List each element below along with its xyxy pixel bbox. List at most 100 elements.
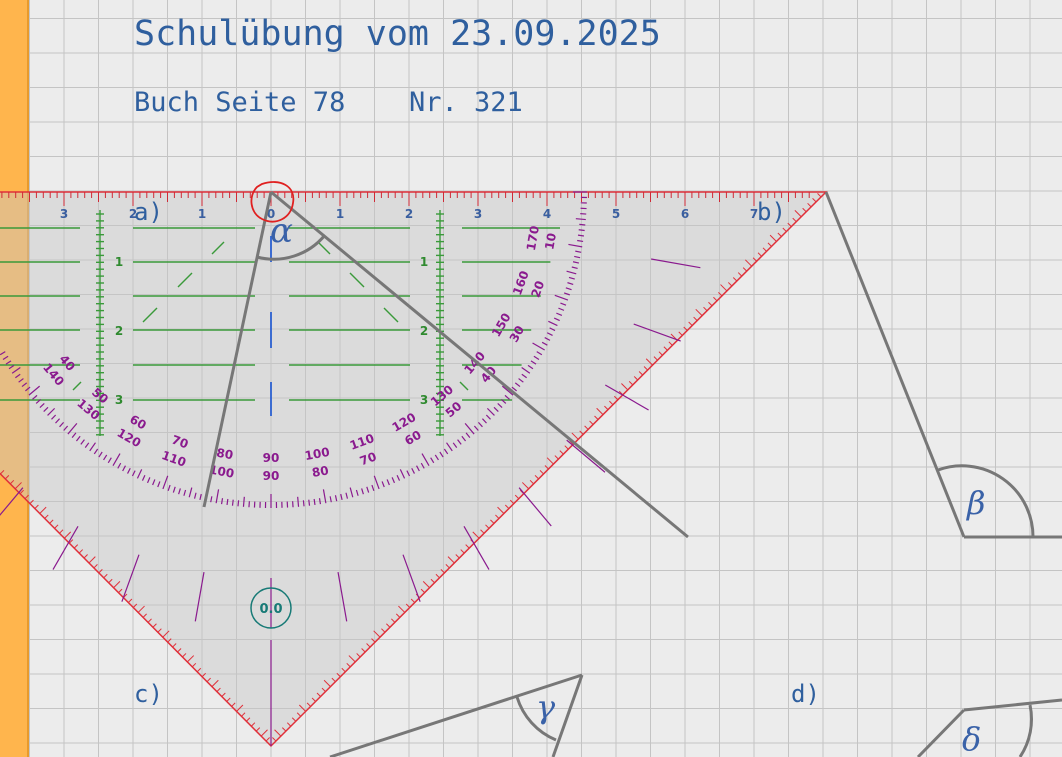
notebook-margin <box>0 0 29 757</box>
degree-tick <box>577 239 584 243</box>
degree-tick <box>501 385 514 396</box>
edge-tick <box>386 623 391 628</box>
degree-tick <box>477 421 483 428</box>
edge-tick <box>366 643 371 648</box>
degree-tick <box>59 421 65 428</box>
edge-tick <box>718 291 723 297</box>
degree-tick <box>67 422 78 435</box>
degree-label-inner: 170 <box>524 225 542 252</box>
degree-radial <box>463 525 490 570</box>
edge-tick <box>480 529 485 534</box>
edge-tick <box>584 425 589 430</box>
degree-tick <box>548 320 558 327</box>
vertical-scale-label: 2 <box>115 324 123 338</box>
degree-tick <box>554 294 569 301</box>
degree-tick <box>575 218 586 221</box>
gamma-leg-1 <box>329 673 583 757</box>
edge-tick <box>132 603 138 608</box>
edge-tick <box>504 504 510 509</box>
alpha-leg-2 <box>270 190 689 539</box>
edge-tick <box>216 687 221 692</box>
edge-tick <box>323 679 331 687</box>
edge-tick <box>621 383 629 391</box>
degree-tick <box>14 373 21 379</box>
edge-tick <box>589 420 594 425</box>
degree-tick <box>568 276 575 280</box>
cm-label: 5 <box>612 207 620 221</box>
edge-tick <box>172 643 177 648</box>
edge-tick <box>137 605 145 613</box>
alpha-symbol: α <box>270 211 293 251</box>
degree-tick <box>146 477 151 484</box>
degree-tick <box>514 382 521 388</box>
degree-tick <box>5 360 12 365</box>
edge-tick <box>420 588 425 594</box>
edge-tick <box>455 554 460 559</box>
degree-radial <box>566 439 606 473</box>
alpha-arc <box>256 234 327 261</box>
edge-tick <box>103 573 108 579</box>
degree-tick <box>210 496 213 503</box>
degree-tick <box>345 492 349 499</box>
edge-tick <box>221 692 226 697</box>
edge-tick <box>201 672 207 678</box>
degree-tick <box>231 499 234 506</box>
edge-tick <box>613 395 619 401</box>
edge-tick <box>348 655 356 663</box>
edge-tick <box>316 692 321 697</box>
degree-tick <box>355 489 359 496</box>
degree-label-inner: 80 <box>215 446 234 463</box>
degree-tick <box>152 479 156 486</box>
degree-tick <box>127 467 131 474</box>
degree-tick <box>556 312 563 317</box>
degree-tick <box>443 448 449 455</box>
degree-tick <box>575 250 582 253</box>
degree-tick <box>226 498 229 506</box>
edge-tick <box>802 207 807 213</box>
degree-tick <box>566 270 577 275</box>
edge-tick <box>98 568 103 574</box>
degree-tick <box>71 432 77 438</box>
edge-tick <box>742 267 748 272</box>
edge-tick <box>594 415 599 420</box>
edge-tick <box>177 648 182 653</box>
edge-tick <box>182 653 187 658</box>
degree-label-outer: 70 <box>358 449 378 468</box>
gamma-arc <box>515 696 557 742</box>
degree-tick <box>416 465 420 472</box>
edge-tick <box>231 702 236 707</box>
degree-tick <box>93 448 99 455</box>
degree-tick <box>107 457 112 464</box>
cm-label: 7 <box>750 207 758 221</box>
edge-tick <box>609 400 614 406</box>
degree-label-inner: 70 <box>170 433 190 452</box>
vertical-scale-label: 3 <box>420 393 428 407</box>
cm-label: 1 <box>336 207 344 221</box>
degree-tick <box>199 493 202 501</box>
cm-label: 2 <box>129 207 137 221</box>
edge-tick <box>64 531 72 539</box>
protractor-rotation-handle[interactable] <box>250 587 292 629</box>
edge-tick <box>720 284 728 292</box>
degree-tick <box>568 243 583 248</box>
degree-tick <box>141 474 146 481</box>
edge-tick <box>44 514 49 519</box>
degree-tick <box>183 489 187 496</box>
edge-tick <box>395 613 401 618</box>
degree-tick <box>473 425 479 431</box>
degree-tick <box>577 234 585 237</box>
degree-tick <box>481 418 487 424</box>
degree-tick <box>167 484 171 491</box>
cm-label: 4 <box>543 207 551 221</box>
degree-tick <box>434 454 439 461</box>
edge-tick <box>246 717 251 722</box>
degree-tick <box>103 454 108 461</box>
degree-tick <box>578 229 585 232</box>
delta-leg-2 <box>916 708 966 757</box>
edge-tick <box>430 578 435 584</box>
beta-symbol: β <box>966 484 986 522</box>
degree-tick <box>193 492 197 499</box>
degree-radial <box>0 487 24 516</box>
